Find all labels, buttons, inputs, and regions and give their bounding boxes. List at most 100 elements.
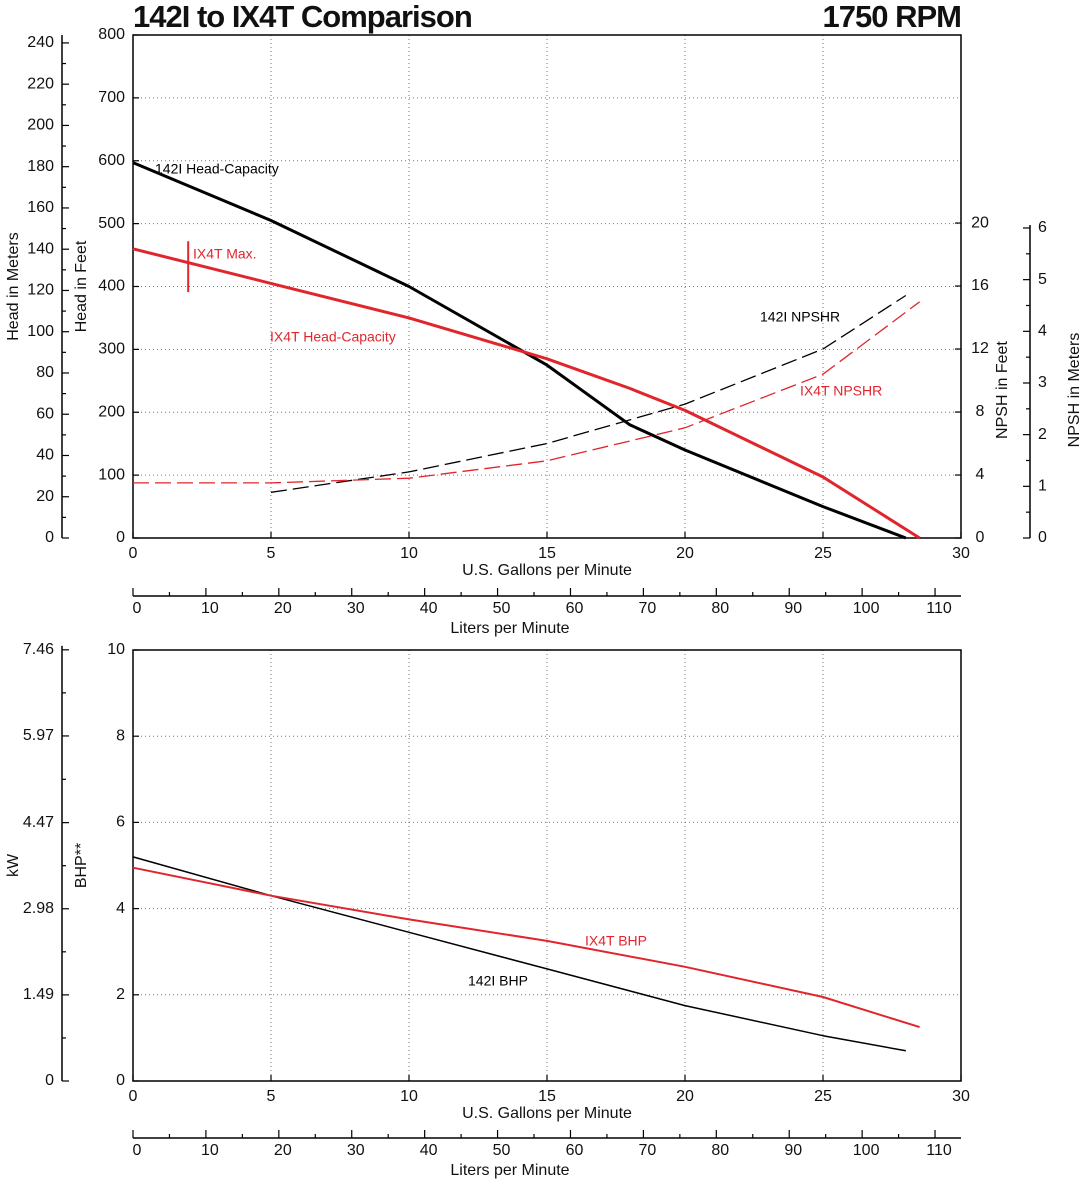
y3-tick-label: 2.98 xyxy=(23,900,54,917)
x2-tick-label: 80 xyxy=(711,600,729,617)
y-tick-label: 100 xyxy=(98,466,125,483)
y2-axis-label: NPSH in Feet xyxy=(994,341,1011,439)
x2-tick-label: 50 xyxy=(493,1142,511,1159)
series-line xyxy=(133,301,920,484)
x-tick-label: 25 xyxy=(814,1088,832,1105)
x-tick-label: 5 xyxy=(267,1088,276,1105)
x-tick-label: 30 xyxy=(952,1088,970,1105)
y4-tick-label: 0 xyxy=(1038,529,1047,546)
series-line xyxy=(132,866,920,1029)
y3-tick-label: 200 xyxy=(27,117,54,134)
y4-tick-label: 6 xyxy=(1038,219,1047,236)
y2-tick-label: 8 xyxy=(976,403,985,420)
y-tick-label: 500 xyxy=(98,215,125,232)
y3-tick-label: 240 xyxy=(27,34,54,51)
series-label: 142I BHP xyxy=(468,973,528,989)
x-tick-label: 20 xyxy=(676,1088,694,1105)
y3-tick-label: 60 xyxy=(36,405,54,422)
chart-subtitle: 1750 RPM xyxy=(823,0,961,34)
x2-axis-label: Liters per Minute xyxy=(450,1162,569,1179)
series-line xyxy=(132,161,907,540)
x-tick-label: 5 xyxy=(267,545,276,562)
x2-tick-label: 100 xyxy=(853,600,880,617)
annotation-label: IX4T Max. xyxy=(193,246,257,262)
y3-axis-label: Head in Meters xyxy=(5,232,22,341)
x2-tick-label: 60 xyxy=(566,600,584,617)
y3-tick-label: 120 xyxy=(27,282,54,299)
x2-tick-label: 30 xyxy=(347,1142,365,1159)
x-tick-label: 25 xyxy=(814,545,832,562)
x2-tick-label: 90 xyxy=(784,1142,802,1159)
x-tick-label: 30 xyxy=(952,545,970,562)
y3-tick-label: 100 xyxy=(27,323,54,340)
series-label: 142I Head-Capacity xyxy=(155,161,279,177)
y3-tick-label: 40 xyxy=(36,447,54,464)
y4-tick-label: 3 xyxy=(1038,374,1047,391)
y2-tick-label: 0 xyxy=(976,529,985,546)
y-tick-label: 10 xyxy=(107,641,125,658)
x-tick-label: 20 xyxy=(676,545,694,562)
x2-tick-label: 30 xyxy=(347,600,365,617)
chart-title: 142I to IX4T Comparison xyxy=(133,0,472,34)
series-line xyxy=(270,294,907,493)
y3-tick-label: 220 xyxy=(27,75,54,92)
series-label: IX4T NPSHR xyxy=(800,383,882,399)
y-tick-label: 800 xyxy=(98,26,125,43)
y4-tick-label: 1 xyxy=(1038,478,1047,495)
y-tick-label: 8 xyxy=(116,727,125,744)
y3-axis-label: kW xyxy=(5,853,22,877)
y-tick-label: 300 xyxy=(98,341,125,358)
x2-tick-label: 20 xyxy=(274,1142,292,1159)
x2-tick-label: 0 xyxy=(133,1142,142,1159)
series-line xyxy=(132,247,921,540)
x2-tick-label: 50 xyxy=(493,600,511,617)
x-axis-label: U.S. Gallons per Minute xyxy=(462,1105,632,1122)
x-tick-label: 10 xyxy=(400,1088,418,1105)
y3-tick-label: 0 xyxy=(45,529,54,546)
y3-tick-label: 5.97 xyxy=(23,727,54,744)
y3-tick-label: 160 xyxy=(27,199,54,216)
x-tick-label: 10 xyxy=(400,545,418,562)
y4-tick-label: 4 xyxy=(1038,323,1047,340)
x2-tick-label: 10 xyxy=(201,600,219,617)
y3-tick-label: 140 xyxy=(27,240,54,257)
x2-tick-label: 0 xyxy=(133,600,142,617)
x2-tick-label: 40 xyxy=(420,1142,438,1159)
x2-tick-label: 60 xyxy=(566,1142,584,1159)
y-axis-label: BHP** xyxy=(73,843,90,888)
y-tick-label: 2 xyxy=(116,986,125,1003)
y-tick-label: 600 xyxy=(98,152,125,169)
x-tick-label: 0 xyxy=(129,545,138,562)
y2-tick-label: 16 xyxy=(971,277,989,294)
x2-tick-label: 110 xyxy=(926,1142,952,1159)
y2-tick-label: 20 xyxy=(971,214,989,231)
x-tick-label: 0 xyxy=(129,1088,138,1105)
x2-tick-label: 90 xyxy=(784,600,802,617)
y3-tick-label: 4.47 xyxy=(23,814,54,831)
y4-tick-label: 5 xyxy=(1038,271,1047,288)
series-label: 142I NPSHR xyxy=(760,309,840,325)
y-tick-label: 400 xyxy=(98,278,125,295)
y-tick-label: 0 xyxy=(116,529,125,546)
y-tick-label: 6 xyxy=(116,814,125,831)
y-tick-label: 0 xyxy=(116,1072,125,1089)
y2-tick-label: 4 xyxy=(976,466,985,483)
x2-tick-label: 70 xyxy=(638,1142,656,1159)
y3-tick-label: 7.46 xyxy=(23,641,54,658)
x2-tick-label: 10 xyxy=(201,1142,219,1159)
y-axis-label: Head in Feet xyxy=(73,240,90,332)
x-tick-label: 15 xyxy=(538,1088,556,1105)
x2-axis-label: Liters per Minute xyxy=(450,620,569,637)
y-tick-label: 700 xyxy=(98,89,125,106)
series-line xyxy=(132,856,906,1052)
x2-tick-label: 100 xyxy=(853,1142,880,1159)
y3-tick-label: 0 xyxy=(45,1072,54,1089)
x2-tick-label: 110 xyxy=(926,600,952,617)
y3-tick-label: 80 xyxy=(36,364,54,381)
y-tick-label: 4 xyxy=(116,900,125,917)
y3-tick-label: 20 xyxy=(36,488,54,505)
y3-tick-label: 180 xyxy=(27,158,54,175)
x2-tick-label: 80 xyxy=(711,1142,729,1159)
y2-tick-label: 12 xyxy=(971,340,989,357)
